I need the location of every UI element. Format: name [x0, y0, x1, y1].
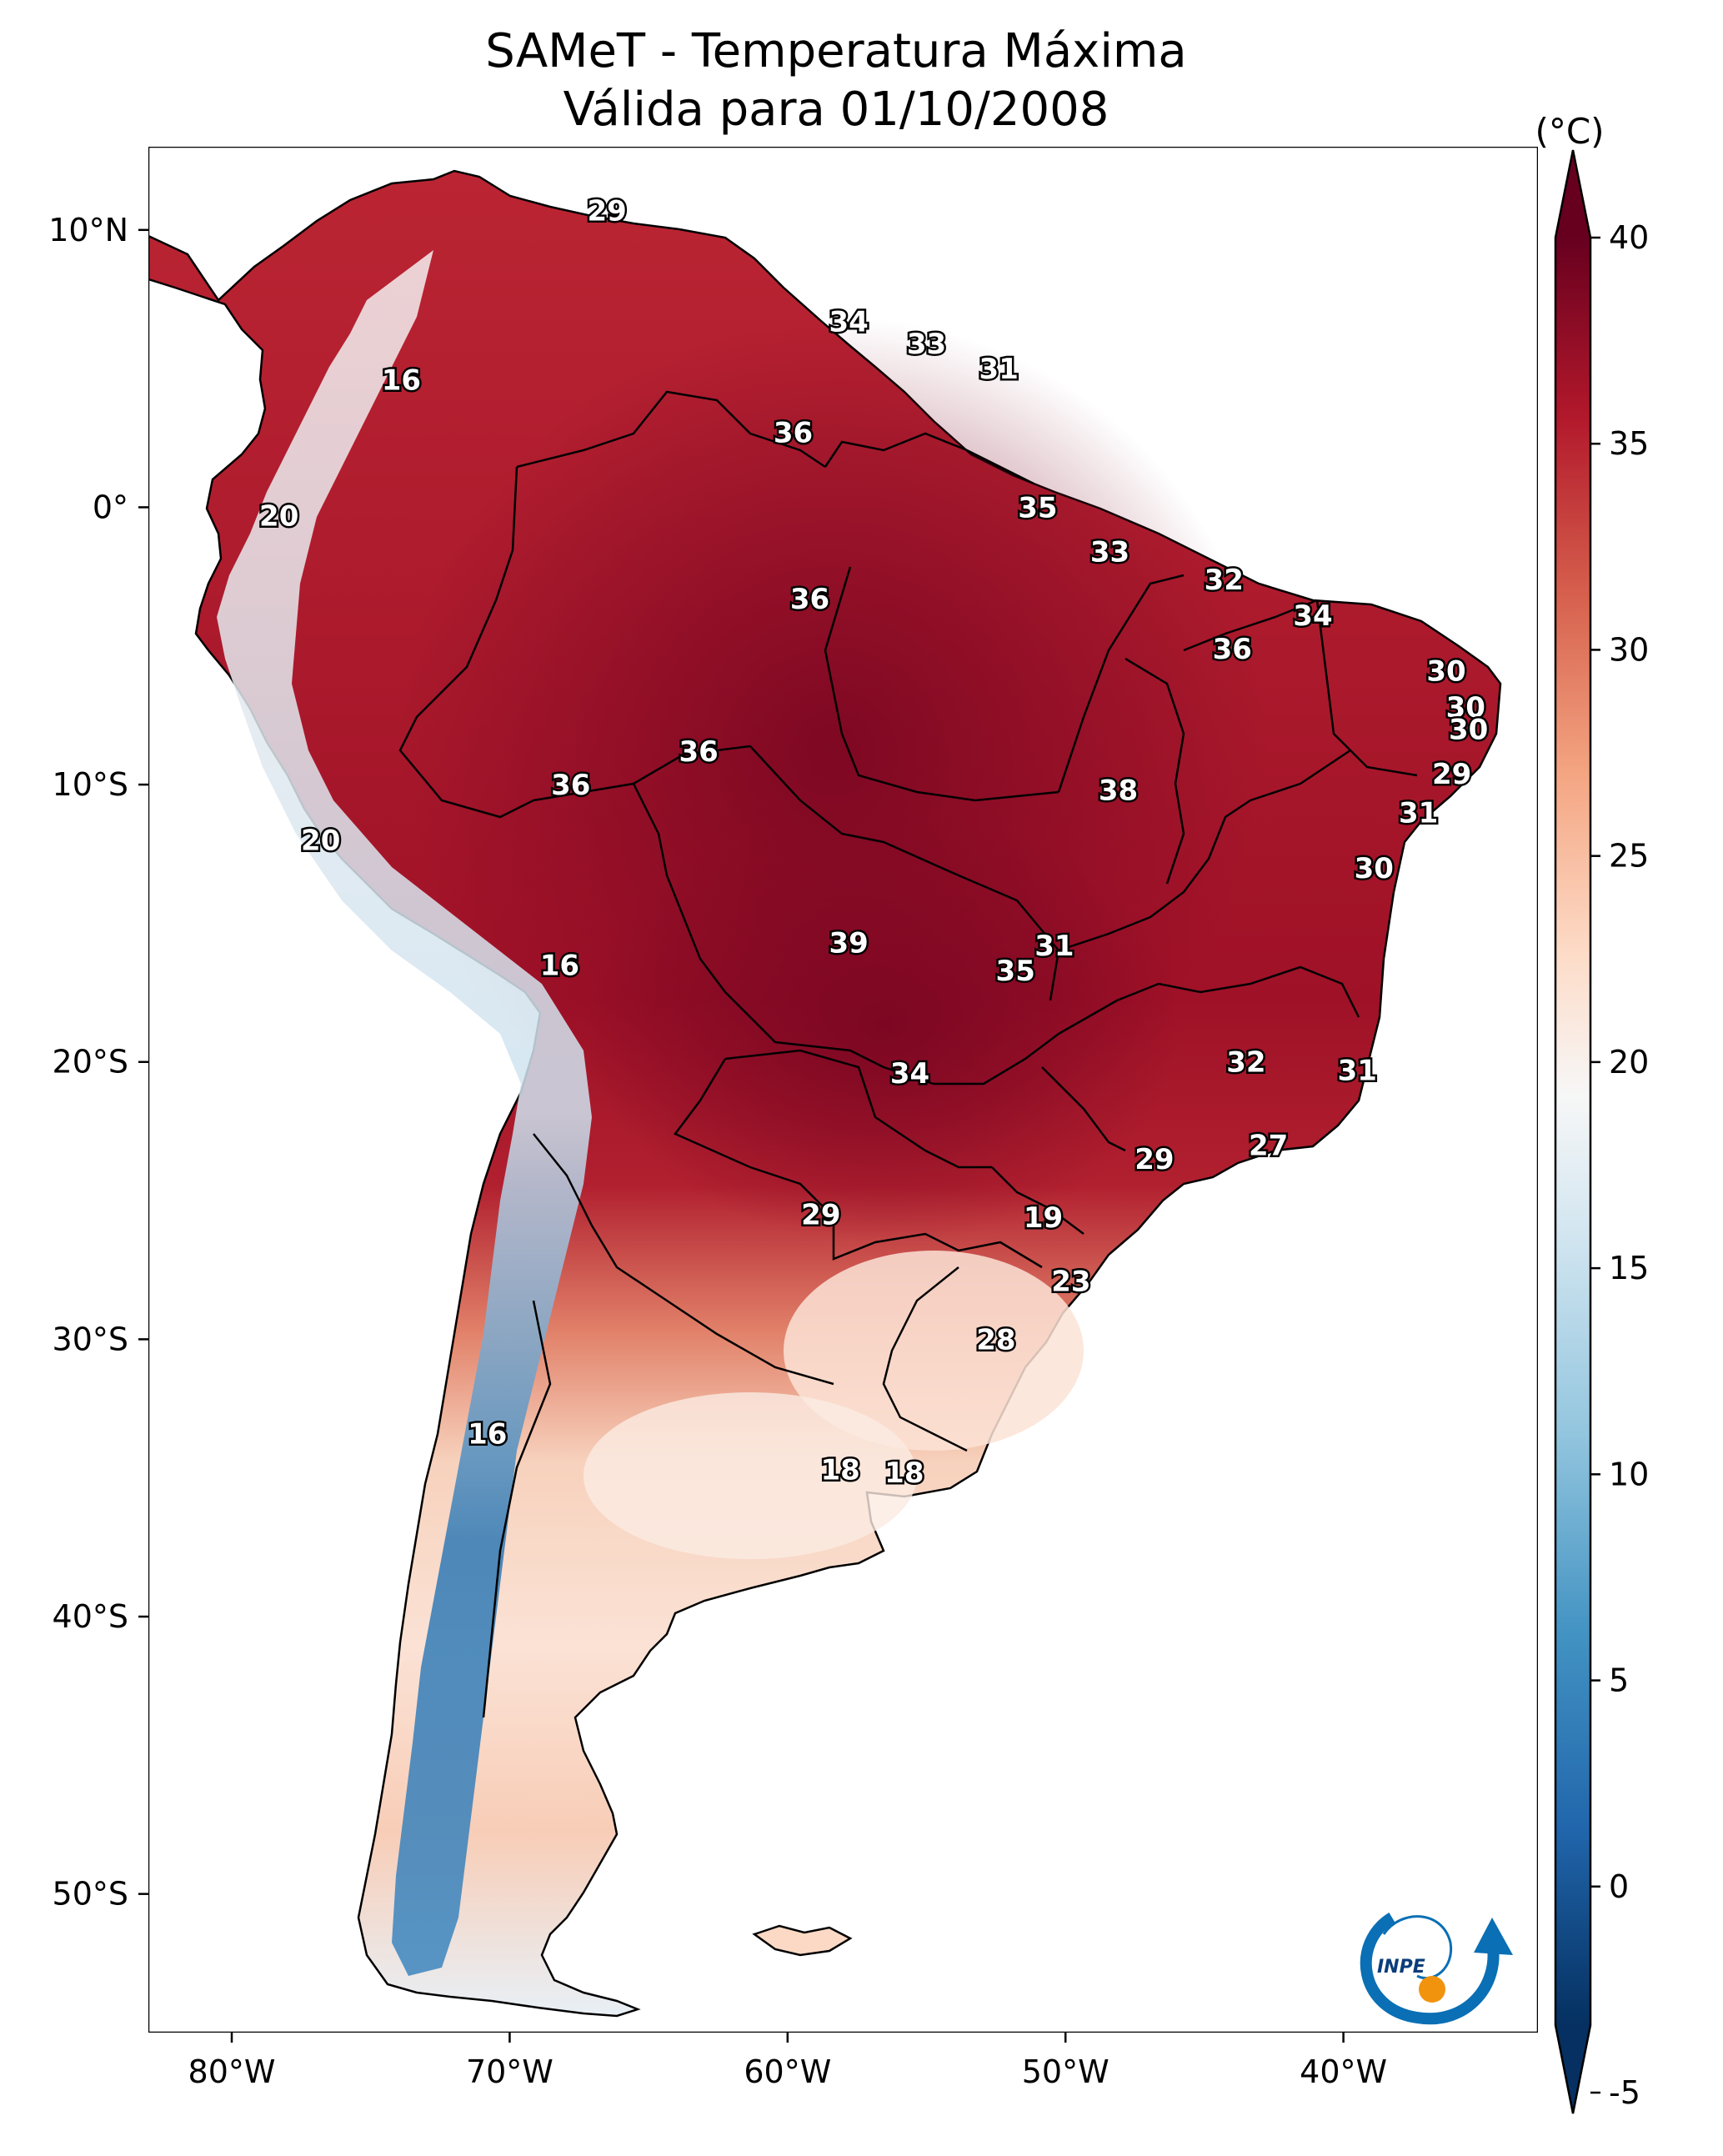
- lat-tick-label: 0°: [93, 489, 128, 525]
- lon-tick-label: 50°W: [1022, 2053, 1109, 2090]
- map-panel: [148, 147, 1538, 2033]
- colorbar-ticks: 40 35 30 25 20 15 10 5 0 -5: [1590, 219, 1649, 2111]
- lat-tick-label: 10°N: [48, 212, 128, 248]
- colorbar-tick-label: 30: [1609, 631, 1649, 668]
- temperature-label: 31: [1034, 930, 1074, 963]
- lat-tick-label: 50°S: [53, 1876, 128, 1913]
- colorbar-tick-label: 15: [1609, 1250, 1649, 1286]
- inpe-logo: INPE: [1360, 1913, 1513, 2025]
- lat-tick-label: 30°S: [53, 1321, 128, 1357]
- temperature-label: 20: [301, 825, 340, 858]
- logo-swoosh: [1360, 1913, 1500, 2025]
- andes-cold-band: [217, 250, 592, 1976]
- title-line-2: Válida para 01/10/2008: [563, 83, 1109, 137]
- title-line-1: SAMeT - Temperatura Máxima: [485, 24, 1187, 78]
- uruguay-warm-region: [784, 1251, 1084, 1451]
- temperature-label: 16: [540, 949, 579, 982]
- colorbar-gradient: [1555, 238, 1590, 2025]
- temperature-label: 30: [1426, 655, 1465, 689]
- colorbar-bottom-arrow: [1555, 2025, 1590, 2113]
- temperature-label: 33: [1090, 536, 1129, 569]
- temperature-label: 31: [979, 353, 1019, 386]
- colorbar-tick-label: 10: [1609, 1456, 1649, 1492]
- temperature-label: 36: [774, 417, 813, 450]
- temperature-label: 16: [468, 1417, 507, 1451]
- temperature-label: 38: [1099, 775, 1138, 808]
- lat-tick-label: 10°S: [53, 766, 128, 803]
- temperature-label: 33: [907, 328, 946, 361]
- temperature-label: 18: [821, 1454, 860, 1487]
- temperature-label: 31: [1338, 1055, 1377, 1088]
- colorbar-tick-label: 20: [1609, 1044, 1649, 1081]
- temperature-label: 29: [1432, 758, 1471, 791]
- temperature-label: 36: [1213, 633, 1252, 666]
- temperature-label: 16: [382, 364, 421, 397]
- hot-core-central: [584, 809, 1184, 1242]
- temperature-label: 36: [551, 769, 590, 802]
- temperature-label: 30: [1446, 691, 1485, 725]
- colorbar-top-arrow: [1555, 150, 1590, 238]
- lat-tick-label: 20°S: [53, 1044, 128, 1081]
- longitude-axis: 80°W 70°W 60°W 50°W 40°W: [188, 2033, 1387, 2090]
- temperature-label: 27: [1249, 1130, 1288, 1163]
- lon-tick-label: 40°W: [1300, 2053, 1387, 2090]
- temperature-label: 29: [587, 195, 626, 228]
- latitude-axis: 10°N 0° 10°S 20°S 30°S 40°S 50°S: [48, 212, 148, 1913]
- colorbar-unit: (°C): [1535, 111, 1604, 152]
- temperature-label: 39: [829, 927, 869, 960]
- colorbar-tick-label: 25: [1609, 838, 1649, 875]
- logo-text: INPE: [1377, 1957, 1425, 1978]
- temperature-label: 23: [1051, 1266, 1090, 1299]
- temperature-label: 28: [976, 1323, 1015, 1356]
- pampas-region: [584, 1392, 917, 1559]
- colorbar-tick-label: 35: [1609, 425, 1649, 462]
- colorbar-tick-label: 5: [1609, 1662, 1629, 1699]
- logo-arrowhead: [1474, 1918, 1513, 1955]
- temperature-label: 34: [829, 306, 869, 339]
- temperature-label: 35: [1018, 491, 1057, 524]
- political-borders: [398, 390, 1418, 1718]
- temperature-label: 30: [1449, 714, 1488, 747]
- temperature-label: 19: [1024, 1201, 1063, 1235]
- colorbar-tick-label: -5: [1609, 2074, 1640, 2111]
- temperature-label: 34: [890, 1057, 929, 1091]
- temperature-label: 20: [259, 499, 298, 533]
- temperature-label: 31: [1399, 796, 1438, 830]
- temperature-label: 29: [801, 1199, 840, 1232]
- temperature-label: 18: [884, 1457, 924, 1490]
- falkland-islands: [752, 1924, 853, 1957]
- lon-tick-label: 80°W: [188, 2053, 276, 2090]
- temperature-label: 36: [790, 583, 829, 616]
- colorbar: (°C) 40 35 30 25 20 15 10 5 0 -5: [1535, 111, 1649, 2114]
- colorbar-tick-label: 0: [1609, 1868, 1629, 1905]
- temperature-label: 29: [1134, 1143, 1174, 1176]
- lon-tick-label: 70°W: [466, 2053, 553, 2090]
- temperature-label: 35: [996, 955, 1035, 988]
- colorbar-tick-label: 40: [1609, 219, 1649, 256]
- temperature-label: 32: [1226, 1046, 1265, 1080]
- temperature-label: 34: [1293, 599, 1332, 633]
- lat-tick-label: 40°S: [53, 1598, 128, 1635]
- logo-orange-dot: [1419, 1976, 1445, 2003]
- temperature-label: 36: [679, 735, 718, 769]
- temperature-label: 30: [1355, 852, 1394, 885]
- lon-tick-label: 60°W: [744, 2053, 831, 2090]
- temperature-label: 32: [1205, 564, 1244, 597]
